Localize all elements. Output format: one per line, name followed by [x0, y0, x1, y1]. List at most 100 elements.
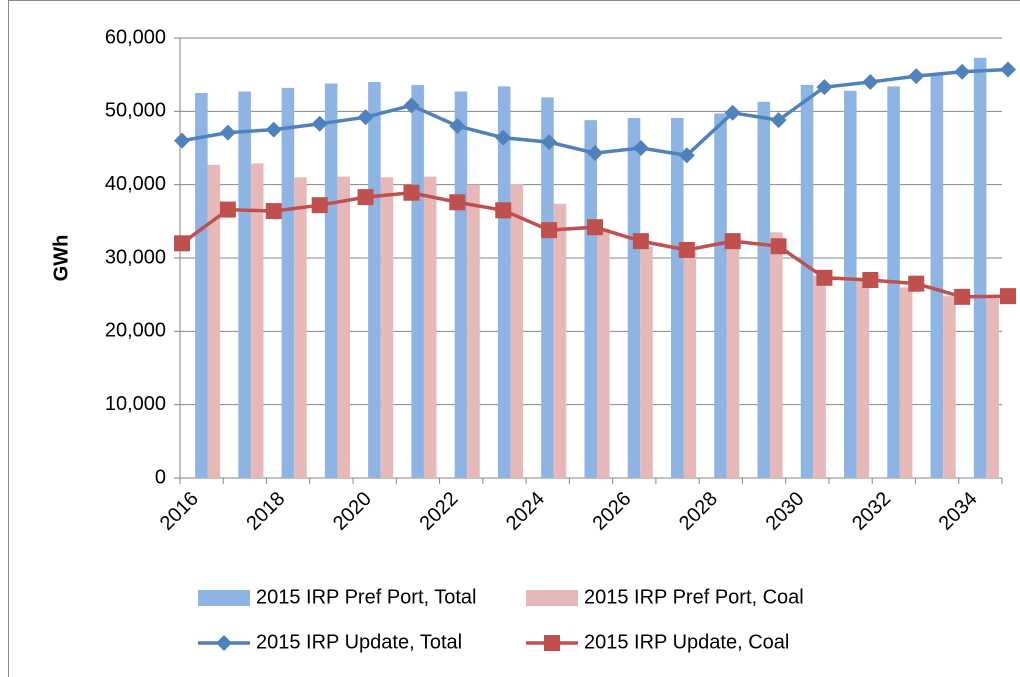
y-tick-label: 30,000: [105, 246, 166, 268]
bar: [467, 184, 480, 478]
bar: [757, 101, 771, 479]
x-tick-label: 2024: [502, 488, 549, 535]
point: [265, 121, 282, 138]
point: [403, 97, 420, 114]
bar: [973, 57, 987, 479]
point: [495, 202, 512, 219]
bar: [930, 73, 944, 478]
bar: [497, 86, 511, 479]
bar: [770, 232, 783, 478]
bar: [856, 280, 870, 478]
legend-swatch: [526, 590, 578, 606]
x-tick-label: 2034: [935, 488, 982, 535]
point: [908, 275, 925, 292]
x-tick-label: 2018: [242, 488, 289, 535]
bar: [800, 84, 814, 478]
point: [587, 145, 603, 162]
chart-border: [8, 0, 1020, 677]
point: [770, 238, 787, 255]
point: [862, 272, 879, 288]
point: [219, 201, 236, 218]
bar: [813, 275, 826, 478]
point: [541, 134, 558, 151]
bar: [380, 177, 394, 479]
point: [449, 194, 466, 211]
legend-label: 2015 IRP Pref Port, Coal: [584, 586, 804, 608]
x-tick-label: 2022: [415, 488, 462, 535]
point: [678, 147, 695, 164]
x-tick-label: 2032: [848, 488, 895, 535]
legend-label: 2015 IRP Pref Port, Total: [256, 586, 477, 608]
bar: [454, 91, 468, 479]
point: [1000, 61, 1016, 78]
bar: [294, 177, 307, 479]
x-tick-label: 2026: [589, 488, 636, 535]
bar: [627, 117, 641, 478]
point: [724, 233, 741, 250]
x-tick-label: 2020: [329, 488, 376, 535]
point: [954, 288, 971, 305]
point: [357, 189, 374, 206]
bar: [943, 296, 956, 478]
bar: [411, 84, 424, 478]
bar: [597, 228, 610, 478]
y-tick-label: 10,000: [105, 393, 166, 415]
x-tick-label: 2030: [762, 488, 809, 535]
point: [632, 233, 649, 250]
x-tick-label: 2028: [675, 488, 722, 535]
point: [954, 63, 971, 80]
y-tick-label: 60,000: [105, 26, 166, 48]
bar: [324, 83, 338, 478]
point: [541, 222, 558, 239]
bar: [541, 97, 554, 479]
point: [816, 79, 833, 96]
point: [678, 241, 695, 258]
y-tick-label: 50,000: [105, 100, 166, 122]
point: [265, 203, 282, 220]
point: [403, 184, 420, 201]
legend-marker: [216, 635, 232, 651]
bar: [640, 247, 653, 478]
point: [587, 219, 603, 236]
legend-swatch: [198, 590, 250, 606]
bar: [844, 90, 857, 479]
point: [1000, 288, 1016, 305]
point: [219, 124, 236, 141]
point: [311, 115, 328, 132]
bar: [986, 295, 999, 478]
legend-label: 2015 IRP Update, Total: [256, 631, 462, 653]
point: [724, 104, 741, 121]
point: [816, 269, 833, 286]
x-tick-label: 2016: [156, 488, 203, 535]
point: [311, 197, 328, 214]
point: [770, 112, 787, 129]
bar: [423, 176, 437, 478]
point: [495, 129, 512, 146]
bar: [726, 248, 740, 478]
legend-label: 2015 IRP Update, Coal: [584, 631, 789, 653]
bar: [195, 93, 208, 478]
bar: [584, 120, 597, 478]
bar: [899, 287, 913, 478]
point: [632, 140, 649, 156]
legend-marker: [544, 635, 560, 651]
bar: [281, 87, 295, 478]
bar: [683, 250, 697, 478]
point: [174, 132, 190, 149]
bar: [238, 91, 251, 479]
point: [357, 109, 374, 126]
y-tick-label: 20,000: [105, 320, 166, 342]
point: [862, 74, 879, 90]
point: [908, 68, 925, 85]
y-axis-label: GWh: [50, 235, 72, 282]
bar: [714, 113, 727, 479]
y-tick-label: 0: [155, 466, 166, 488]
point: [449, 118, 466, 134]
bar: [670, 117, 684, 478]
y-tick-label: 40,000: [105, 173, 166, 195]
bar: [250, 163, 264, 478]
bar: [368, 82, 381, 478]
bar: [510, 183, 524, 478]
bar: [553, 203, 567, 478]
